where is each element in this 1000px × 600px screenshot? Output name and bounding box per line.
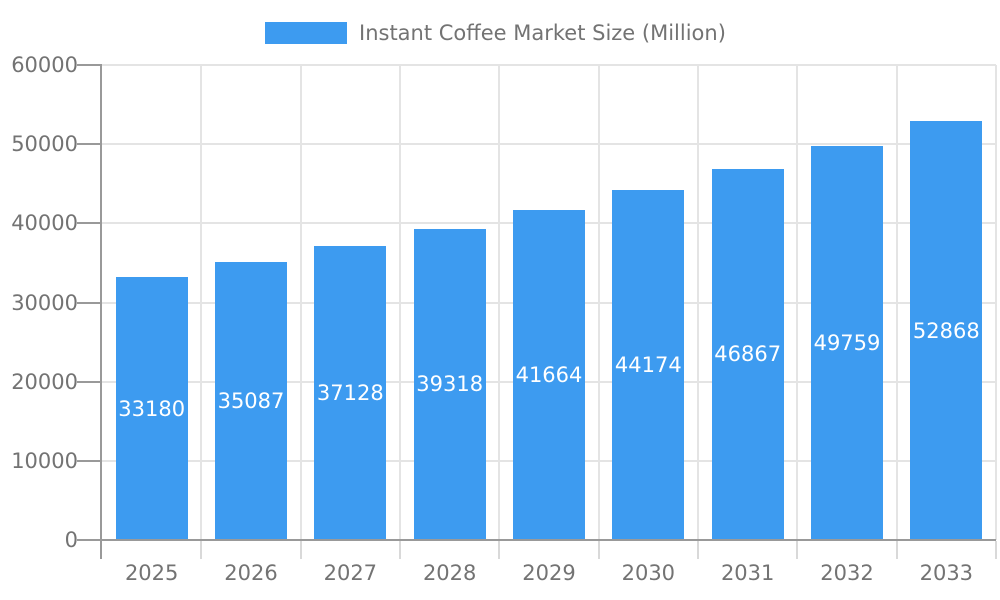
x-axis-label: 2029 — [522, 561, 576, 585]
bar[interactable] — [711, 168, 784, 540]
bar-value-label: 39318 — [416, 372, 484, 397]
y-axis-tick — [77, 539, 102, 541]
x-axis-label: 2030 — [621, 561, 676, 585]
y-axis-tick — [77, 301, 102, 304]
bar[interactable] — [513, 210, 585, 540]
v-gridline — [796, 65, 799, 540]
y-axis-tick — [77, 143, 102, 146]
y-axis-tick — [77, 459, 102, 462]
bar[interactable] — [215, 262, 287, 540]
y-axis-tick — [77, 222, 102, 225]
h-gridline — [102, 64, 996, 66]
x-axis-tick — [498, 541, 501, 559]
x-axis-tick — [399, 541, 401, 559]
x-axis-label: 2028 — [422, 561, 477, 585]
legend-item[interactable]: Instant Coffee Market Size (Million) — [265, 19, 726, 47]
y-axis-tick — [77, 380, 102, 383]
bar-value-label: 41664 — [515, 363, 583, 388]
x-axis-tick — [299, 541, 302, 559]
v-gridline — [895, 65, 898, 540]
x-axis-tick — [895, 541, 898, 559]
bar-value-label: 52868 — [912, 318, 980, 343]
y-axis-label: 10000 — [11, 448, 78, 473]
y-axis-label: 30000 — [11, 290, 78, 315]
bar-value-label: 44174 — [614, 353, 682, 378]
y-axis-label: 50000 — [11, 132, 78, 157]
y-axis-label: 20000 — [11, 369, 78, 394]
h-gridline — [102, 143, 996, 146]
x-axis-tick — [697, 541, 699, 559]
y-axis-label: 60000 — [11, 53, 78, 77]
bar[interactable] — [413, 228, 486, 540]
x-axis-label: 2031 — [720, 561, 775, 585]
x-axis-label: 2033 — [919, 561, 974, 585]
bar-value-label: 33180 — [118, 396, 186, 421]
v-gridline — [200, 65, 203, 540]
x-axis-tick — [597, 541, 600, 559]
y-axis-tick — [77, 64, 102, 66]
bar-value-label: 46867 — [714, 342, 782, 367]
v-gridline — [697, 65, 699, 540]
x-axis-label: 2026 — [224, 561, 278, 585]
x-axis-line — [100, 539, 996, 541]
x-axis-tick — [995, 541, 997, 559]
bar-value-label: 49759 — [813, 331, 881, 356]
x-axis-label: 2025 — [124, 561, 179, 585]
bar-value-label: 37128 — [316, 381, 384, 406]
bar[interactable] — [115, 277, 188, 540]
v-gridline — [995, 65, 997, 540]
v-gridline — [597, 65, 600, 540]
plot-area: 33180 35087 37128 39318 41664 44174 46867 49759… — [102, 64, 997, 540]
bar-value-label: 35087 — [217, 389, 285, 414]
x-axis-label: 2027 — [323, 561, 378, 585]
legend-swatch — [265, 22, 347, 44]
y-axis-label: 40000 — [11, 211, 78, 236]
bar[interactable] — [811, 146, 883, 540]
x-axis-tick — [796, 541, 799, 559]
v-gridline — [299, 65, 302, 540]
bar[interactable] — [612, 190, 685, 540]
x-axis-label: 2032 — [820, 561, 874, 585]
v-gridline — [498, 65, 501, 540]
x-axis-tick — [200, 541, 203, 559]
legend-label: Instant Coffee Market Size (Million) — [359, 21, 726, 45]
y-axis-line — [100, 65, 102, 559]
v-gridline — [399, 65, 401, 540]
bar[interactable] — [910, 121, 983, 540]
y-axis-label: 0 — [64, 528, 78, 552]
bar[interactable] — [314, 246, 387, 540]
